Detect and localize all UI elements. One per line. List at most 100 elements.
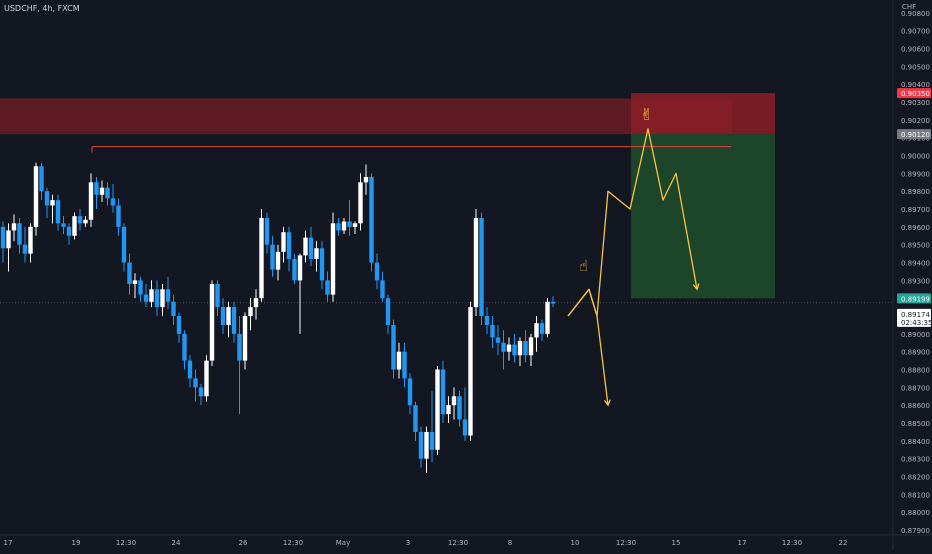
candle-bearish[interactable] bbox=[176, 316, 182, 334]
candle-bearish[interactable] bbox=[523, 340, 528, 356]
candle-bullish[interactable] bbox=[204, 360, 209, 397]
candle-bullish[interactable] bbox=[424, 431, 429, 459]
candle-bearish[interactable] bbox=[22, 244, 28, 254]
candle-bullish[interactable] bbox=[281, 232, 286, 252]
candle-bearish[interactable] bbox=[374, 262, 380, 281]
candle-bearish[interactable] bbox=[171, 301, 176, 317]
candle-bearish[interactable] bbox=[264, 217, 270, 245]
candle-bullish[interactable] bbox=[226, 307, 231, 325]
candle-bearish[interactable] bbox=[61, 223, 66, 227]
candle-bullish[interactable] bbox=[275, 251, 281, 270]
candle-bearish[interactable] bbox=[501, 342, 506, 352]
candle-bearish[interactable] bbox=[495, 337, 501, 343]
candle-bullish[interactable] bbox=[517, 340, 523, 356]
candle-bearish[interactable] bbox=[539, 323, 545, 334]
candle-bullish[interactable] bbox=[50, 200, 55, 206]
candle-bullish[interactable] bbox=[248, 307, 253, 317]
candle-bullish[interactable] bbox=[363, 176, 369, 183]
candle-bullish[interactable] bbox=[528, 337, 534, 356]
candle-bearish[interactable] bbox=[319, 248, 325, 281]
candle-bullish[interactable] bbox=[297, 255, 303, 281]
candle-bearish[interactable] bbox=[440, 369, 446, 415]
candle-bearish[interactable] bbox=[55, 200, 61, 224]
candle-bearish[interactable] bbox=[484, 316, 490, 325]
candle-bullish[interactable] bbox=[83, 219, 88, 224]
candle-bearish[interactable] bbox=[391, 324, 396, 370]
candle-bullish[interactable] bbox=[33, 166, 39, 227]
candle-bullish[interactable] bbox=[451, 396, 457, 406]
candle-bullish[interactable] bbox=[534, 323, 539, 338]
candle-bullish[interactable] bbox=[358, 182, 363, 224]
candle-bullish[interactable] bbox=[242, 316, 248, 361]
candle-bullish[interactable] bbox=[209, 283, 215, 361]
candle-bearish[interactable] bbox=[369, 176, 374, 263]
candle-bearish[interactable] bbox=[402, 351, 407, 379]
candle-bullish[interactable] bbox=[352, 223, 358, 227]
candle-bearish[interactable] bbox=[127, 262, 132, 284]
candle-bullish[interactable] bbox=[314, 248, 319, 259]
candle-bullish[interactable] bbox=[11, 223, 17, 231]
candle-bearish[interactable] bbox=[429, 431, 435, 450]
candle-bearish[interactable] bbox=[187, 360, 193, 379]
candle-bullish[interactable] bbox=[132, 280, 138, 284]
candle-bearish[interactable] bbox=[143, 294, 149, 302]
candle-bearish[interactable] bbox=[66, 226, 72, 236]
candle-bullish[interactable] bbox=[341, 221, 347, 231]
candle-bearish[interactable] bbox=[380, 280, 385, 299]
candle-bearish[interactable] bbox=[479, 217, 484, 317]
candle-bearish[interactable] bbox=[116, 205, 121, 227]
candle-bearish[interactable] bbox=[220, 307, 226, 325]
candle-bullish[interactable] bbox=[28, 226, 33, 254]
candle-bearish[interactable] bbox=[138, 280, 143, 295]
candle-bearish[interactable] bbox=[407, 378, 413, 406]
candle-bullish[interactable] bbox=[473, 217, 479, 308]
candle-bearish[interactable] bbox=[44, 191, 50, 206]
candle-bearish[interactable] bbox=[121, 226, 127, 263]
candle-bullish[interactable] bbox=[435, 369, 440, 450]
candle-bearish[interactable] bbox=[94, 182, 99, 195]
candle-bearish[interactable] bbox=[385, 298, 391, 325]
candle-bullish[interactable] bbox=[330, 223, 336, 295]
candle-bullish[interactable] bbox=[72, 216, 77, 236]
candle-bullish[interactable] bbox=[468, 307, 473, 436]
candle-bullish[interactable] bbox=[259, 217, 264, 299]
candle-bearish[interactable] bbox=[512, 344, 517, 356]
candle-bearish[interactable] bbox=[198, 387, 204, 397]
candle-bearish[interactable] bbox=[231, 307, 237, 334]
candle-bearish[interactable] bbox=[165, 289, 171, 302]
candle-bullish[interactable] bbox=[160, 289, 165, 308]
candle-bearish[interactable] bbox=[193, 378, 198, 388]
candle-bearish[interactable] bbox=[0, 226, 6, 249]
candle-bearish[interactable] bbox=[457, 396, 462, 420]
candle-bearish[interactable] bbox=[270, 244, 275, 270]
candle-bearish[interactable] bbox=[336, 223, 341, 231]
candle-bearish[interactable] bbox=[105, 187, 110, 199]
candle-bearish[interactable] bbox=[286, 232, 292, 259]
candle-bearish[interactable] bbox=[490, 324, 495, 338]
candle-bearish[interactable] bbox=[154, 289, 160, 308]
candle-bearish[interactable] bbox=[215, 283, 220, 308]
candle-bearish[interactable] bbox=[17, 223, 22, 245]
candle-bearish[interactable] bbox=[325, 280, 330, 295]
candle-bullish[interactable] bbox=[253, 298, 259, 308]
candle-bullish[interactable] bbox=[396, 351, 402, 370]
candle-bullish[interactable] bbox=[149, 289, 154, 302]
candle-bearish[interactable] bbox=[237, 333, 242, 361]
candle-bearish[interactable] bbox=[308, 237, 314, 259]
candle-bearish[interactable] bbox=[182, 333, 187, 361]
candle-bearish[interactable] bbox=[77, 216, 83, 224]
candle-bearish[interactable] bbox=[418, 431, 424, 459]
candle-bullish[interactable] bbox=[99, 187, 105, 195]
candle-bearish[interactable] bbox=[110, 198, 116, 206]
candle-bearish[interactable] bbox=[550, 301, 556, 304]
projection-path[interactable] bbox=[567, 128, 698, 317]
candle-bullish[interactable] bbox=[545, 301, 550, 334]
candle-bullish[interactable] bbox=[6, 230, 11, 249]
candle-bearish[interactable] bbox=[462, 419, 468, 436]
candle-bullish[interactable] bbox=[303, 237, 308, 256]
candle-bullish[interactable] bbox=[88, 182, 94, 220]
candle-bullish[interactable] bbox=[506, 344, 512, 352]
candle-bearish[interactable] bbox=[413, 405, 418, 432]
